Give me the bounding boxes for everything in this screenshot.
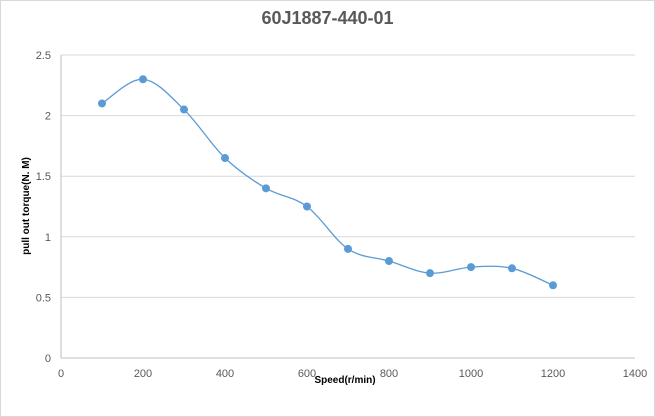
y-tick-label: 2 <box>45 111 51 123</box>
x-tick-label: 200 <box>134 368 152 380</box>
data-point <box>180 105 188 114</box>
y-tick-labels: 0 0.5 1 1.5 2 2.5 <box>36 50 51 365</box>
data-point <box>426 269 434 278</box>
x-axis-title: Speed(r/min) <box>314 375 375 386</box>
data-point <box>262 184 270 193</box>
gridlines <box>61 54 635 298</box>
x-tick-label: 1000 <box>459 368 483 380</box>
data-point <box>508 264 516 273</box>
x-tick-label: 1200 <box>541 368 565 380</box>
y-tick-label: 1.5 <box>36 171 51 183</box>
data-points <box>98 75 557 290</box>
x-tick-label: 1400 <box>623 368 647 380</box>
x-tick-labels: 0 200 400 600 800 1000 1200 1400 <box>58 368 647 380</box>
chart-title: 60J1887-440-01 <box>261 8 394 28</box>
y-axis-title: pull out torque(N. M) <box>21 157 32 255</box>
data-point <box>549 281 557 290</box>
data-point <box>221 154 229 163</box>
x-tick-label: 0 <box>58 368 64 380</box>
x-tick-label: 600 <box>298 368 316 380</box>
data-point <box>139 75 147 84</box>
y-tick-label: 0.5 <box>36 292 51 304</box>
x-tick-label: 400 <box>216 368 234 380</box>
y-tick-label: 1 <box>45 232 51 244</box>
data-point <box>303 202 311 211</box>
y-tick-label: 0 <box>45 353 51 365</box>
x-tick-label: 800 <box>380 368 398 380</box>
data-point <box>344 244 352 253</box>
y-tick-label: 2.5 <box>36 50 51 62</box>
axes <box>60 55 635 359</box>
data-point <box>467 263 475 272</box>
series-line <box>101 78 554 286</box>
data-point <box>98 99 106 108</box>
data-point <box>385 257 393 266</box>
